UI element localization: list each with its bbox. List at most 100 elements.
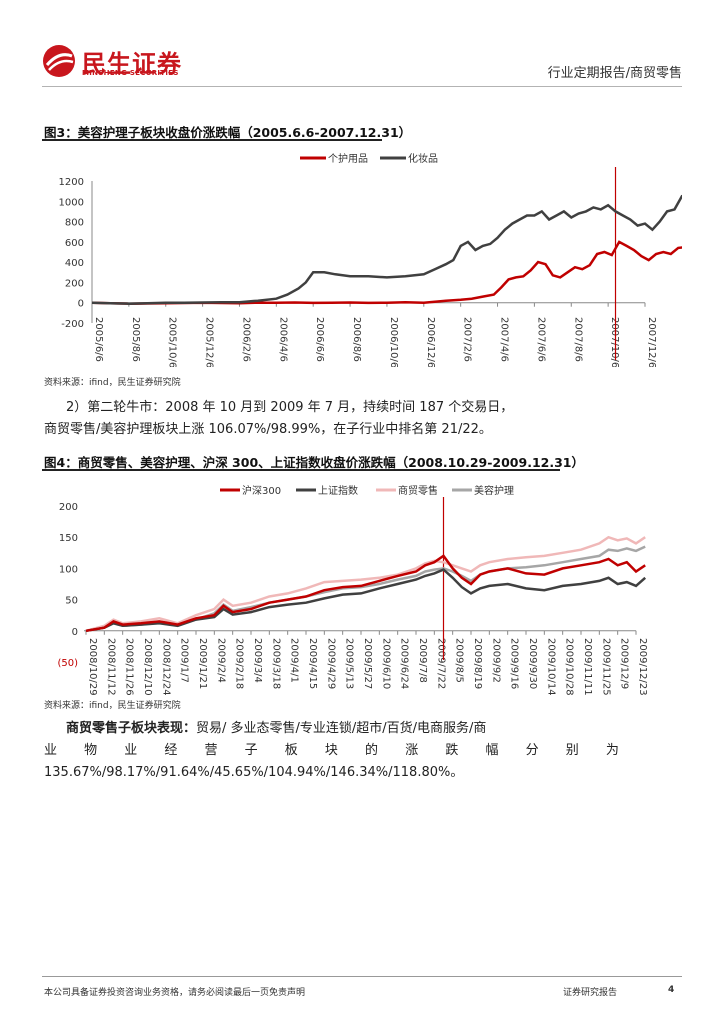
x-tick-label: 2009/6/24 — [399, 638, 410, 689]
y-tick-label: 600 — [65, 238, 84, 249]
y-tick-label: -200 — [61, 319, 84, 330]
footer-report-label: 证券研究报告 — [563, 988, 618, 998]
series-line-hs300 — [85, 554, 646, 633]
x-tick-label: 2009/9/30 — [527, 638, 538, 689]
paragraph-second-bull-line1: 2）第二轮牛市：2008 年 10 月到 2009 年 7 月，持续时间 187… — [66, 400, 514, 415]
legend-label-hs300: 沪深300 — [242, 484, 281, 497]
legend-label-cosmetics: 化妆品 — [408, 152, 438, 165]
y-tick-label: 200 — [59, 502, 78, 513]
x-tick-label: 2008/12/24 — [160, 638, 171, 696]
series-line-personal-care — [91, 240, 682, 305]
x-tick-label: 2005/8/6 — [130, 317, 141, 362]
figure4-source: 资料来源：ifind，民生证券研究院 — [44, 701, 181, 711]
page-number: 4 — [668, 985, 675, 995]
y-tick-label: 150 — [59, 533, 78, 544]
x-tick-label: 2008/11/26 — [124, 638, 135, 696]
x-tick-label: 2009/1/21 — [197, 638, 208, 689]
x-tick-label: 2009/9/16 — [509, 638, 520, 689]
x-tick-label: 2009/5/13 — [344, 638, 355, 689]
series-line-cosmetics — [91, 194, 682, 305]
figure3-chart: 个护用品 化妆品 1200 1000 800 600 400 200 0 -200 2005/… — [59, 152, 682, 367]
x-tick-label: 2009/2/4 — [215, 638, 226, 683]
series-line-retail — [85, 535, 646, 633]
x-tick-label: 2009/10/28 — [564, 638, 575, 696]
y-tick-label: 0 — [78, 299, 84, 310]
x-tick-label: 2009/8/19 — [472, 638, 483, 689]
footer-disclaimer: 本公司具备证券投资咨询业务资格，请务必阅读最后一页免责声明 — [44, 988, 306, 998]
y-tick-label: (50) — [57, 658, 78, 669]
report-type: 行业定期报告/商贸零售 — [547, 66, 682, 81]
x-tick-label: 2006/4/6 — [277, 317, 288, 362]
paragraph-retail-bold-lead: 商贸零售子板块表现： — [66, 721, 197, 736]
y-tick-label: 1200 — [59, 177, 84, 188]
figure4-title: 图4：商贸零售、美容护理、沪深 300、上证指数收盘价涨跌幅（2008.10.2… — [44, 455, 584, 470]
figure3-source: 资料来源：ifind，民生证券研究院 — [44, 378, 181, 388]
figure4-legend: 沪深300 上证指数 商贸零售 美容护理 — [220, 484, 514, 497]
x-tick-label: 2006/2/6 — [240, 317, 251, 362]
x-tick-label: 2008/12/10 — [142, 638, 153, 696]
footer-divider — [42, 976, 682, 977]
legend-label-beauty: 美容护理 — [474, 484, 514, 497]
x-tick-label: 2005/6/6 — [93, 317, 104, 362]
figure3-title: 图3：美容护理子板块收盘价涨跌幅（2005.6.6-2007.12.31） — [44, 125, 412, 140]
x-tick-label: 2007/10/6 — [609, 317, 620, 367]
x-tick-label: 2007/6/6 — [535, 317, 546, 362]
x-tick-label: 2009/7/22 — [435, 638, 446, 689]
x-tick-label: 2009/8/5 — [454, 638, 465, 683]
x-tick-label: 2009/12/9 — [619, 638, 630, 689]
paragraph-retail-subsectors: 商贸零售子板块表现：贸易/ 多业态零售/专业连锁/超市/百货/电商服务/商 业 … — [44, 718, 684, 784]
legend-label-personal-care: 个护用品 — [328, 152, 368, 165]
x-tick-label: 2009/4/1 — [289, 638, 300, 683]
x-tick-label: 2009/11/25 — [600, 638, 611, 696]
x-tick-label: 2009/6/10 — [380, 638, 391, 689]
x-tick-label: 2009/3/4 — [252, 638, 263, 683]
company-logo: 民生证券 MINSHENG SECURITIES — [42, 44, 184, 78]
x-tick-label: 2009/12/23 — [637, 638, 648, 696]
x-tick-label: 2007/12/6 — [646, 317, 657, 367]
y-tick-label: 1000 — [59, 197, 84, 208]
x-tick-label: 2009/2/18 — [234, 638, 245, 689]
figure3-title-rule — [42, 139, 382, 141]
paragraph-retail-line1: 贸易/ 多业态零售/专业连锁/超市/百货/电商服务/商 — [196, 721, 487, 736]
logo-english-name: MINSHENG SECURITIES — [82, 69, 179, 77]
x-tick-label: 2005/12/6 — [204, 317, 215, 367]
paragraph-second-bull-line2: 商贸零售/美容护理板块上涨 106.07%/98.99%，在子行业中排名第 21… — [44, 422, 492, 437]
paragraph-second-bull: 2）第二轮牛市：2008 年 10 月到 2009 年 7 月，持续时间 187… — [44, 397, 684, 441]
legend-label-retail: 商贸零售 — [398, 484, 438, 497]
x-tick-label: 2009/7/8 — [417, 638, 428, 683]
x-tick-label: 2009/4/29 — [325, 638, 336, 689]
x-tick-label: 2009/5/27 — [362, 638, 373, 689]
figure4-chart: 沪深300 上证指数 商贸零售 美容护理 200 150 100 50 0 (50) 20… — [57, 484, 648, 696]
x-tick-label: 2006/12/6 — [425, 317, 436, 367]
y-tick-label: 100 — [59, 564, 78, 575]
logo-chinese-name: 民生证券 — [82, 50, 182, 78]
paragraph-retail-line3: 135.67%/98.17%/91.64%/45.65%/104.94%/146… — [44, 765, 464, 780]
paragraph-retail-line2: 业 物 业 经 营 子 板 块 的 涨 跌 幅 分 别 为 — [44, 743, 631, 758]
series-line-beauty — [85, 545, 646, 633]
x-tick-label: 2009/4/15 — [307, 638, 318, 689]
y-tick-label: 0 — [72, 627, 78, 638]
x-tick-label: 2009/11/11 — [582, 638, 593, 696]
header-divider — [42, 86, 682, 87]
y-tick-label: 800 — [65, 218, 84, 229]
x-tick-label: 2007/2/6 — [462, 317, 473, 362]
x-tick-label: 2009/3/18 — [270, 638, 281, 689]
x-tick-label: 2006/8/6 — [351, 317, 362, 362]
x-tick-label: 2008/11/12 — [105, 638, 116, 696]
x-tick-label: 2007/4/6 — [499, 317, 510, 362]
x-tick-label: 2009/9/2 — [490, 638, 501, 683]
x-tick-label: 2006/10/6 — [388, 317, 399, 367]
x-tick-label: 2009/10/14 — [545, 638, 556, 696]
x-tick-label: 2009/1/7 — [179, 638, 190, 683]
figure4-title-rule — [42, 469, 560, 471]
x-tick-label: 2006/6/6 — [314, 317, 325, 362]
x-tick-label: 2007/8/6 — [572, 317, 583, 362]
y-tick-label: 200 — [65, 278, 84, 289]
legend-label-shanghai: 上证指数 — [318, 484, 358, 497]
x-tick-label: 2008/10/29 — [87, 638, 98, 696]
figure3-legend: 个护用品 化妆品 — [300, 152, 438, 165]
x-tick-label: 2005/10/6 — [167, 317, 178, 367]
y-tick-label: 50 — [65, 596, 78, 607]
y-tick-label: 400 — [65, 258, 84, 269]
logo-swoosh-icon — [43, 45, 75, 77]
